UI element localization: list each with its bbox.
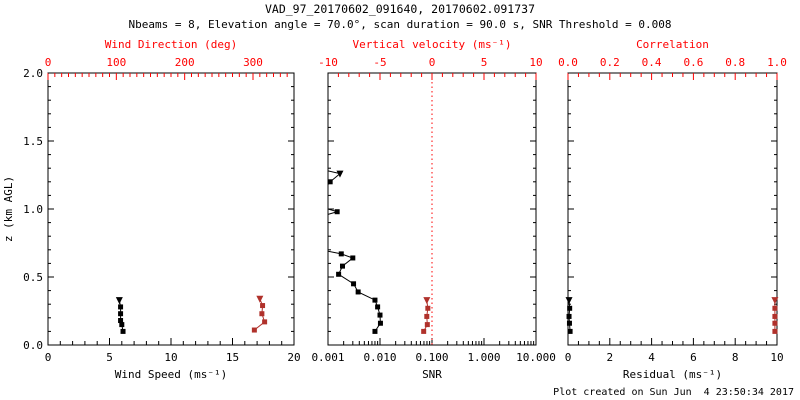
plot-created-timestamp: Plot created on Sun Jun 4 23:50:34 2017 — [553, 387, 794, 398]
series-snr-point — [350, 255, 356, 261]
series-snr-point — [351, 281, 357, 287]
series-snr-point — [377, 312, 383, 318]
series-vertical_velocity-point — [423, 297, 431, 305]
series-vertical_velocity-point — [421, 328, 427, 334]
series-snr-point — [336, 170, 344, 178]
series-snr-point — [334, 209, 340, 215]
x-tick-label: 10.000 — [516, 351, 556, 364]
series-correlation-point — [772, 328, 778, 334]
series-correlation-point — [772, 305, 778, 311]
series-snr-point — [375, 304, 381, 310]
series-residual-point — [567, 305, 573, 311]
series-wind_direction-point — [256, 295, 264, 303]
series-snr-point — [355, 289, 361, 295]
series-wind_direction-point — [259, 311, 265, 317]
series-wind_speed-point — [119, 322, 125, 328]
top-tick-label: 0.8 — [725, 56, 745, 69]
series-wind_speed-point — [120, 328, 126, 334]
top-tick-label: 1.0 — [767, 56, 787, 69]
top-tick-label: 300 — [243, 56, 263, 69]
series-wind_speed-point — [118, 304, 124, 310]
top-tick-label: 5 — [481, 56, 488, 69]
top-tick-label: 10 — [529, 56, 542, 69]
series-snr-line — [327, 73, 381, 332]
x-tick-label: 6 — [690, 351, 697, 364]
panel-0-frame — [47, 72, 295, 346]
top-tick-label: 0.4 — [642, 56, 662, 69]
y-axis-title: z (km AGL) — [2, 176, 15, 242]
top-tick-label: -10 — [318, 56, 338, 69]
x-tick-label: 0 — [565, 351, 572, 364]
x-axis-title: Residual (ms⁻¹) — [623, 368, 722, 381]
top-axis-title: Wind Direction (deg) — [105, 38, 237, 51]
top-tick-label: -5 — [373, 56, 386, 69]
x-tick-label: 1.000 — [467, 351, 500, 364]
top-tick-label: 100 — [106, 56, 126, 69]
series-snr-point — [372, 328, 378, 334]
x-axis-title: Wind Speed (ms⁻¹) — [115, 368, 228, 381]
x-tick-label: 5 — [106, 351, 113, 364]
x-tick-label: 20 — [287, 351, 300, 364]
series-snr-point — [338, 251, 344, 257]
series-snr-point — [377, 320, 383, 326]
y-tick-label: 1.5 — [23, 135, 43, 148]
top-tick-label: 0.2 — [600, 56, 620, 69]
series-correlation-point — [772, 320, 778, 326]
series-correlation-point — [771, 297, 779, 305]
plot-title: VAD_97_20170602_091640, 20170602.091737 — [264, 2, 536, 16]
series-wind_speed-point — [118, 311, 124, 317]
series-snr-point — [336, 271, 342, 277]
x-tick-label: 8 — [732, 351, 739, 364]
top-tick-label: 0.6 — [683, 56, 703, 69]
y-tick-label: 1.0 — [23, 203, 43, 216]
x-tick-label: 0.001 — [311, 351, 344, 364]
top-axis-title: Vertical velocity (ms⁻¹) — [353, 38, 512, 51]
series-snr-point — [327, 179, 333, 185]
x-tick-label: 4 — [648, 351, 655, 364]
series-correlation-point — [772, 313, 778, 319]
top-tick-label: 0.0 — [558, 56, 578, 69]
panel-2-frame — [567, 72, 778, 346]
x-tick-label: 10 — [770, 351, 783, 364]
x-tick-label: 0 — [45, 351, 52, 364]
x-tick-label: 0.100 — [415, 351, 448, 364]
y-tick-label: 0.0 — [23, 339, 43, 352]
plot-subtitle: Nbeams = 8, Elevation angle = 70.0°, sca… — [128, 18, 672, 31]
series-snr-point — [339, 263, 345, 269]
series-residual-point — [566, 320, 572, 326]
series-wind_direction-point — [251, 327, 257, 333]
series-wind_speed-point — [115, 297, 123, 305]
y-tick-label: 0.5 — [23, 271, 43, 284]
top-axis-title: Correlation — [636, 38, 709, 51]
x-tick-label: 15 — [226, 351, 239, 364]
series-vertical_velocity-point — [424, 322, 430, 328]
series-wind_direction-point — [262, 319, 268, 325]
y-tick-label: 2.0 — [23, 67, 43, 80]
series-residual-point — [565, 297, 573, 305]
top-tick-label: 0 — [45, 56, 52, 69]
series-wind_speed-point — [118, 318, 124, 324]
series-wind_direction-point — [260, 303, 266, 309]
series-residual-point — [567, 328, 573, 334]
top-tick-label: 0 — [429, 56, 436, 69]
top-tick-label: 200 — [175, 56, 195, 69]
series-vertical_velocity-point — [424, 313, 430, 319]
series-vertical_velocity-point — [425, 305, 431, 311]
x-tick-label: 0.010 — [363, 351, 396, 364]
x-tick-label: 2 — [606, 351, 613, 364]
x-axis-title: SNR — [422, 368, 442, 381]
x-tick-label: 10 — [164, 351, 177, 364]
series-snr-point — [372, 297, 378, 303]
series-residual-point — [566, 313, 572, 319]
